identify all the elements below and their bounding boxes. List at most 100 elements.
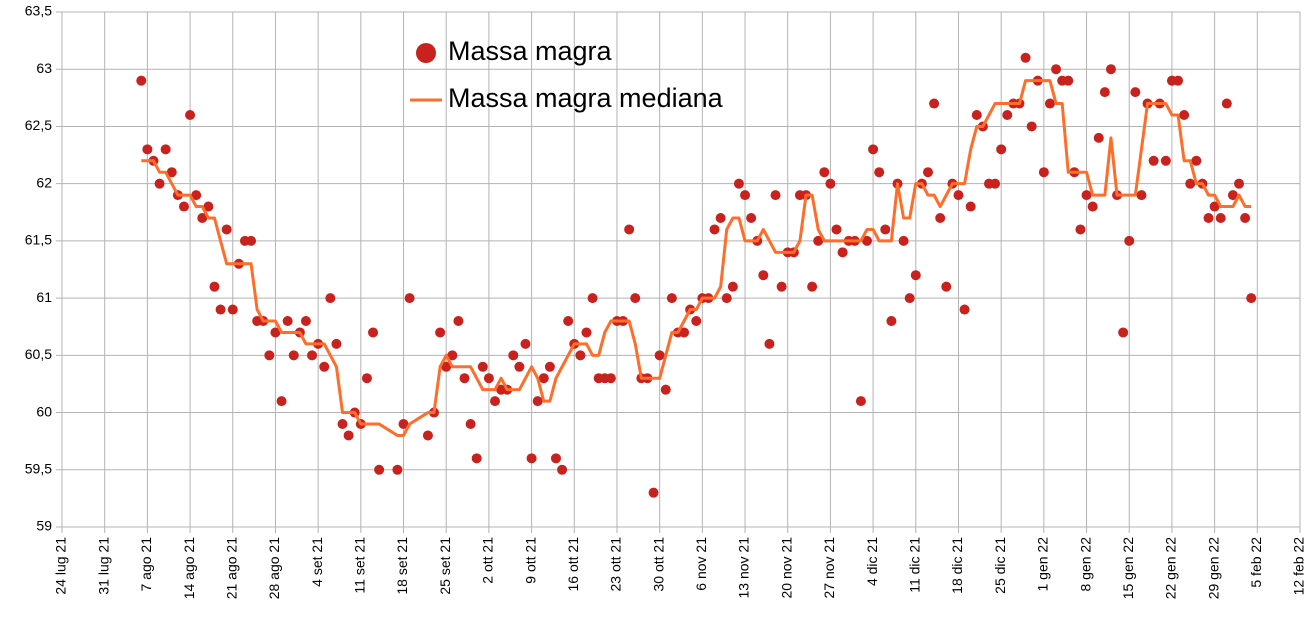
data-point [776,281,787,292]
data-point [246,235,257,246]
x-tick-label: 11 set 21 [352,537,368,594]
data-point [325,293,336,304]
data-point [929,98,940,109]
y-tick-label: 59,5 [25,460,52,476]
data-point [868,144,879,155]
data-point [264,350,275,361]
data-point [1081,190,1092,201]
data-point [605,373,616,384]
data-point [953,190,964,201]
data-point [489,396,500,407]
x-tick-label: 14 ago 21 [181,537,197,599]
data-point [1124,235,1135,246]
data-point [1209,201,1220,212]
data-point [624,224,635,235]
x-tick-label: 12 feb 22 [1291,537,1307,596]
data-point [435,327,446,338]
data-point [1191,155,1202,166]
y-tick-label: 61 [36,289,52,305]
x-tick-label: 18 set 21 [394,537,410,595]
data-point [1075,224,1086,235]
x-tick-label: 9 ott 21 [522,537,538,584]
x-tick-label: 29 gen 22 [1205,537,1221,599]
data-point [837,247,848,258]
data-point [880,224,891,235]
legend: Massa magra Massa magra mediana [410,36,724,113]
data-point [1221,98,1232,109]
data-point [1118,327,1129,338]
data-point [1179,110,1190,120]
x-tick-label: 6 nov 21 [693,537,709,591]
x-tick-label: 22 gen 22 [1163,537,1179,599]
x-tick-label: 2 ott 21 [480,537,496,584]
data-point [319,361,330,372]
data-point [1148,155,1159,166]
x-tick-label: 18 dic 21 [949,537,965,594]
x-tick-label: 11 dic 21 [906,537,922,593]
data-point [709,224,720,235]
data-point [276,396,287,407]
x-tick-label: 27 nov 21 [821,537,837,599]
data-point [209,281,220,292]
x-tick-label: 25 dic 21 [992,537,1008,594]
data-point [691,316,702,326]
data-point [563,316,574,326]
data-point [337,419,348,429]
mark-layer [136,52,1257,498]
y-tick-label: 63,5 [25,3,52,19]
data-point [575,350,586,361]
data-point [514,361,525,372]
data-point [660,384,671,395]
data-point [1093,132,1104,143]
data-point [331,338,342,349]
data-point [1160,155,1171,166]
data-point [740,190,751,201]
data-point [1020,52,1031,63]
data-point [898,235,909,246]
data-point [404,293,415,304]
x-tick-label: 20 nov 21 [778,537,794,599]
data-point [1099,87,1110,98]
data-point [374,464,385,475]
data-point [819,167,830,178]
data-point [1240,213,1251,223]
data-point [648,487,659,498]
legend-label: Massa magra [448,36,613,66]
data-point [965,201,976,212]
data-point [581,327,592,338]
data-point [538,373,549,384]
data-point [1185,178,1196,189]
data-point [825,178,836,189]
y-tick-label: 62,5 [25,117,52,133]
x-tick-label: 1 gen 22 [1035,537,1051,592]
y-tick-label: 63 [36,60,52,76]
y-tick-label: 61,5 [25,232,52,248]
data-point [727,281,738,292]
data-point [1173,75,1184,86]
x-tick-label: 7 ago 21 [138,537,154,592]
data-point [191,190,202,201]
data-point [215,304,226,315]
x-tick-label: 13 nov 21 [736,537,752,599]
data-point [343,430,354,441]
data-point [203,201,214,212]
data-point [990,178,1001,189]
data-point [142,144,153,155]
data-point [483,373,494,384]
data-point [282,316,293,326]
data-point [1246,293,1257,304]
data-point [1051,64,1062,75]
data-point [471,453,482,464]
data-point [136,75,147,86]
data-point [733,178,744,189]
data-point [508,350,519,361]
data-point [1227,190,1238,201]
data-point [197,213,208,223]
data-point [465,419,476,429]
data-point [368,327,379,338]
data-point [770,190,781,201]
data-point [941,281,952,292]
data-point [746,213,757,223]
data-point [1215,213,1226,223]
